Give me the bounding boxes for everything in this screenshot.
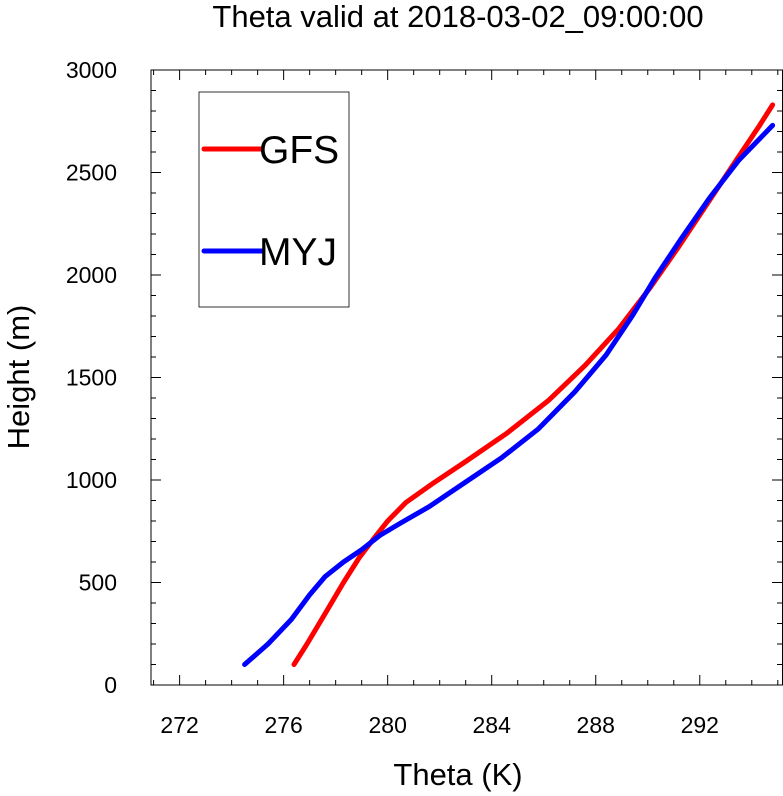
legend-label-gfs: GFS	[259, 129, 339, 172]
y-tick-label: 500	[79, 570, 117, 596]
x-axis-label: Theta (K)	[393, 757, 522, 792]
x-tick-label: 280	[368, 712, 406, 738]
legend: GFS MYJ	[198, 91, 350, 308]
chart-title: Theta valid at 2018-03-02_09:00:00	[212, 0, 703, 34]
y-axis-label: Height (m)	[1, 305, 36, 450]
y-tick-label: 1500	[66, 365, 117, 391]
y-tick-label: 2500	[66, 160, 117, 186]
series-line-myj	[242, 122, 776, 667]
x-tick-label: 284	[473, 712, 512, 738]
axis-tick-labels: 272 276 280 284 288 292 0 500 1000 1500 2000 2500 30…	[66, 57, 719, 738]
axis-ticks	[151, 69, 782, 686]
y-tick-label: 3000	[66, 57, 117, 83]
legend-box	[198, 91, 350, 308]
x-tick-label: 276	[264, 712, 302, 738]
y-tick-label: 2000	[66, 262, 117, 288]
legend-label-myj: MYJ	[259, 231, 337, 274]
x-tick-label: 288	[577, 712, 615, 738]
y-tick-label: 1000	[66, 467, 117, 493]
x-tick-label: 272	[160, 712, 198, 738]
y-tick-label: 0	[104, 672, 117, 698]
x-tick-label: 292	[681, 712, 719, 738]
series-lines	[242, 102, 776, 667]
